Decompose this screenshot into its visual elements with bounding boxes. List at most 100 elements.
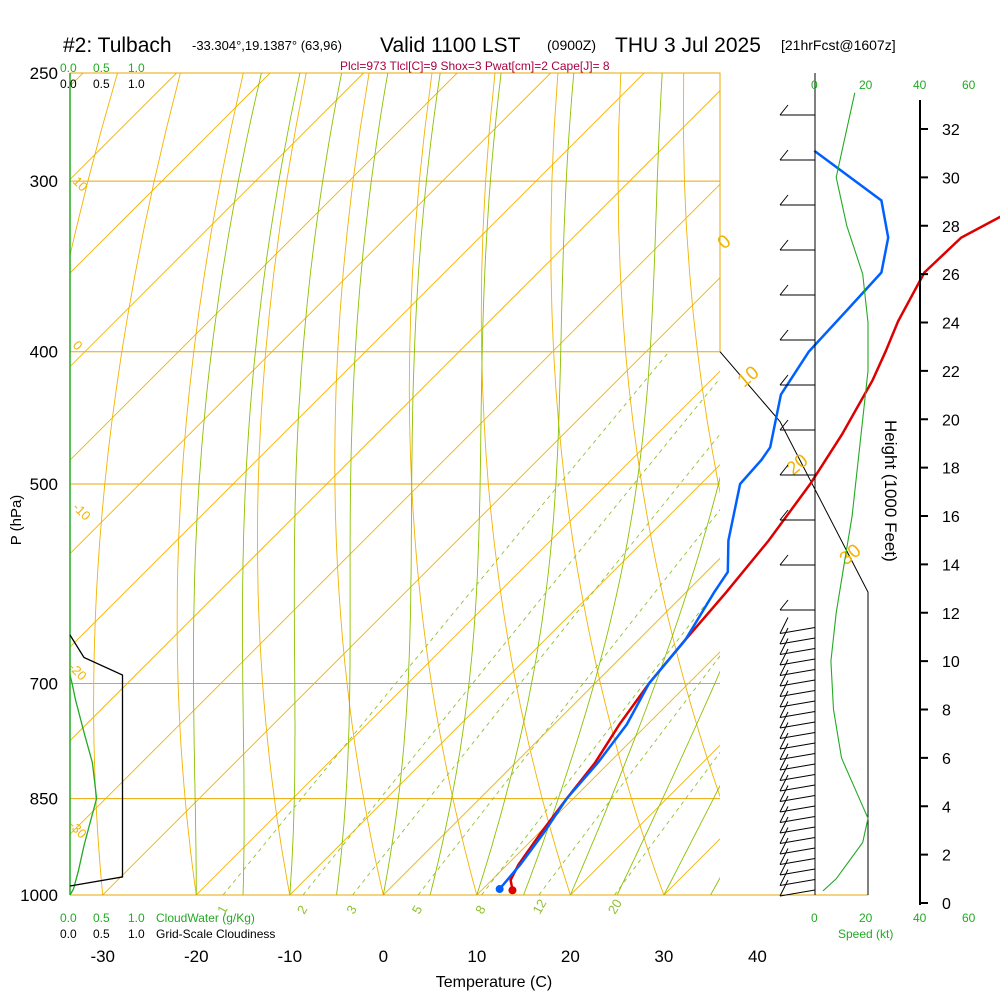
speed-axis-title: Speed (kt): [838, 927, 893, 941]
cloudiness-bottom-tick: 1.0: [128, 927, 145, 941]
height-tick-label: 12: [942, 606, 960, 623]
height-tick-label: 16: [942, 509, 960, 526]
moist-adiabat-line: [616, 670, 720, 895]
dry-adiabat-line: [480, 73, 571, 895]
forecast-date: THU 3 Jul 2025: [615, 34, 761, 57]
cloudiness-top-tick: 0.5: [93, 77, 110, 91]
wind-barb: [779, 764, 816, 781]
mixing-ratio-label: 20: [605, 896, 625, 916]
height-axis-title: Height (1000 Feet): [881, 420, 900, 562]
height-tick-label: 6: [942, 751, 951, 768]
mixing-ratio-label: 12: [529, 896, 549, 916]
wind-speed-line: [822, 92, 869, 892]
cloud-panel: 0.0 0.0 0.0 0.0 0.5 0.5 0.5 0.5 1.0 1.0 1.0 1.0 Clou…: [60, 61, 275, 941]
isotherm-line: [70, 90, 720, 742]
cloudiness-top-tick: 0.0: [60, 77, 77, 91]
wind-barb: [779, 743, 816, 760]
moist-adiabat-line: [476, 73, 575, 895]
wind-barb: [779, 722, 816, 739]
wind-barb: [779, 599, 815, 611]
speed-bottom-tick: 40: [913, 911, 927, 925]
speed-top-tick: 40: [913, 78, 927, 92]
wind-barb: [779, 753, 816, 771]
wind-barb: [779, 795, 816, 813]
pressure-axis-title: P (hPa): [8, 495, 25, 546]
isotherm-line: [70, 183, 720, 835]
pressure-tick-label: 500: [30, 475, 58, 494]
height-tick-label: 22: [942, 364, 960, 381]
wind-barb: [779, 194, 815, 206]
pressure-tick-label: 300: [30, 172, 58, 191]
temperature-axis-title: Temperature (C): [436, 974, 552, 991]
pressure-tick-label: 1000: [20, 886, 58, 905]
isotherm-line: [70, 73, 551, 555]
isotherm-line: [102, 277, 720, 895]
frame-top: [70, 72, 721, 352]
temperature-tick-label: 40: [748, 947, 767, 966]
isotherm-line: [195, 370, 720, 895]
wind-barb: [779, 419, 815, 431]
cloudiness-line: [69, 634, 124, 887]
dry-adiabat-line: [257, 73, 307, 895]
height-tick-label: 20: [942, 412, 960, 429]
wind-barb: [779, 827, 816, 844]
isotherm-line: [70, 73, 645, 648]
height-tick-label: 10: [942, 654, 960, 671]
cloudwater-top-tick: 0.5: [93, 61, 110, 75]
moist-adiabat-line: [429, 73, 502, 895]
cloudwater-label: CloudWater (g/Kg): [156, 911, 255, 925]
temperature-surface-point: [508, 886, 517, 895]
height-tick-label: 30: [942, 170, 960, 187]
frame-right: [719, 351, 869, 895]
wind-barb: [779, 869, 816, 886]
dry-adiabat-line: [334, 73, 384, 895]
moist-adiabat-line: [193, 73, 262, 895]
chart-header: #2: Tulbach -33.304°,19.1387° (63,96) Va…: [63, 34, 896, 73]
dry-adiabat-line: [408, 73, 478, 895]
station-coords: -33.304°,19.1387° (63,96): [192, 38, 342, 53]
mixing-ratio-line: [222, 351, 670, 895]
wind-barb: [779, 711, 816, 729]
wind-barb: [779, 816, 816, 834]
wind-barb: [779, 680, 816, 697]
wind-barb: [779, 464, 815, 476]
pressure-tick-label: 850: [30, 790, 58, 809]
height-tick-label: 32: [942, 122, 960, 139]
wind-barb: [779, 617, 816, 634]
wind-barb: [779, 509, 815, 521]
moist-adiabat-line: [569, 476, 720, 895]
height-tick-label: 4: [942, 799, 951, 816]
temperature-tick-label: -20: [184, 947, 209, 966]
wind-barb: [779, 284, 815, 296]
cloudwater-top-tick: 1.0: [128, 61, 145, 75]
moist-adiabat-line: [663, 784, 720, 895]
wind-barb: [779, 774, 816, 792]
mixing-ratio-line: [302, 377, 720, 895]
temperature-tick-label: 10: [467, 947, 486, 966]
wind-barb: [779, 554, 815, 566]
wind-barb: [779, 701, 816, 718]
height-tick-label: 26: [942, 267, 960, 284]
skewt-profiles: [495, 149, 1000, 895]
wind-barb: [779, 638, 816, 655]
height-tick-label: 14: [942, 557, 960, 574]
wind-barb: [779, 627, 816, 645]
height-tick-label: 24: [942, 316, 960, 333]
speed-bottom-tick: 60: [962, 911, 976, 925]
speed-bottom-tick: 0: [811, 911, 818, 925]
speed-top-tick: 0: [811, 78, 818, 92]
cloudwater-top-tick: 0.0: [60, 61, 77, 75]
temperature-tick-label: -10: [277, 947, 302, 966]
temperature-tick-label: 30: [654, 947, 673, 966]
mixing-ratio-line: [481, 584, 720, 895]
wind-barb: [779, 669, 816, 687]
isotherm-line: [70, 73, 271, 274]
cloudiness-bottom-tick: 0.0: [60, 927, 77, 941]
moist-adiabat-line: [336, 73, 389, 895]
height-tick-label: 28: [942, 219, 960, 236]
dry-adiabat-line: [93, 73, 181, 895]
wind-barb: [779, 329, 815, 341]
